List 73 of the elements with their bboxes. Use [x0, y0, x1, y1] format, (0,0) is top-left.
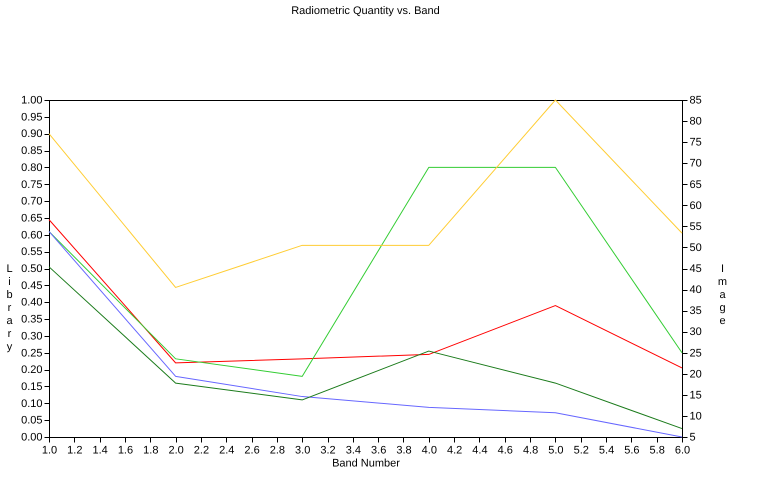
- y-tick-label: 0.65: [21, 212, 42, 224]
- y2-tick-label: 35: [690, 305, 702, 318]
- y2-tick-label: 70: [690, 158, 702, 170]
- y-tick-label: 0.40: [21, 296, 42, 309]
- x-tick-label: 2.2: [194, 444, 210, 456]
- x-tick-label: 5.2: [574, 444, 589, 456]
- y-tick-label: 0.45: [21, 280, 42, 292]
- y-tick-label: 0.60: [21, 229, 42, 242]
- y-tick-label: 0.90: [21, 128, 42, 140]
- y-tick-label: 0.75: [21, 178, 42, 191]
- x-tick-label: 5.8: [650, 444, 665, 456]
- y2-tick-label: 55: [690, 220, 702, 233]
- y-tick-label: 0.05: [21, 414, 42, 427]
- y-tick-label: 1.00: [21, 94, 42, 106]
- y2-tick-label: 10: [690, 410, 702, 422]
- line-series: [48, 100, 682, 288]
- y-tick-label: 0.35: [21, 314, 42, 326]
- x-tick-label: 4.0: [422, 444, 437, 456]
- x-axis-title: Band Number: [332, 458, 400, 470]
- y2-tick-label: 75: [690, 136, 702, 149]
- x-tick-label: 3.2: [320, 444, 336, 456]
- y-tick-label: 0.95: [21, 111, 42, 124]
- y2-tick-label: 45: [690, 263, 702, 275]
- y2-tick-label: 20: [690, 368, 702, 380]
- x-tick-label: 3.4: [346, 444, 361, 456]
- y-tick-label: 0.85: [21, 145, 42, 158]
- y2-tick-label: 5: [690, 432, 696, 444]
- line-series: [48, 219, 682, 368]
- x-tick-label: 5.4: [598, 444, 614, 456]
- y2-tick-label: 40: [690, 284, 702, 296]
- x-tick-label: 1.6: [118, 444, 134, 456]
- y-tick-label: 0.80: [21, 162, 42, 174]
- y2-tick-label: 25: [690, 347, 702, 360]
- y-tick-label: 0.00: [21, 432, 42, 444]
- y-tick-label: 0.20: [21, 364, 42, 376]
- x-tick-label: 4.6: [498, 444, 513, 456]
- y-tick-label: 0.15: [21, 380, 42, 393]
- line-series: [48, 166, 682, 377]
- x-tick-label: 2.6: [244, 444, 260, 456]
- x-tick-label: 3.6: [371, 444, 386, 456]
- x-tick-label: 1.2: [67, 444, 82, 456]
- y2-tick-label: 65: [690, 178, 702, 191]
- x-tick-label: 4.8: [522, 444, 538, 456]
- x-tick-label: 6.0: [674, 444, 690, 456]
- y2-tick-label: 80: [690, 116, 702, 128]
- line-series: [48, 230, 682, 438]
- chart-title: Radiometric Quantity vs. Band: [291, 5, 440, 17]
- line-series: [48, 266, 682, 430]
- y2-tick-label: 50: [690, 242, 702, 254]
- y-tick-label: 0.25: [21, 347, 42, 360]
- y2-tick-label: 60: [690, 200, 702, 212]
- y-tick-label: 0.55: [21, 246, 42, 258]
- y-tick-label: 0.30: [21, 330, 42, 342]
- x-tick-label: 5.6: [624, 444, 640, 456]
- x-tick-label: 5.0: [548, 444, 564, 456]
- y-tick-label: 0.70: [21, 196, 42, 208]
- y-tick-label: 0.50: [21, 263, 42, 275]
- y-tick-label: 0.10: [21, 398, 42, 410]
- x-tick-label: 2.4: [219, 444, 234, 456]
- y2-tick-label: 85: [690, 94, 702, 106]
- y2-tick-label: 15: [690, 389, 702, 402]
- y-axis-title: Library: [6, 263, 14, 353]
- x-tick-label: 2.8: [270, 444, 286, 456]
- x-tick-label: 2.0: [168, 444, 184, 456]
- x-tick-label: 1.8: [143, 444, 158, 456]
- y2-axis-title: Image: [718, 263, 728, 327]
- x-tick-label: 1.0: [42, 444, 58, 456]
- x-tick-label: 4.4: [472, 444, 488, 456]
- y2-tick-label: 30: [690, 326, 702, 338]
- x-tick-label: 1.4: [92, 444, 108, 456]
- x-tick-label: 3.8: [396, 444, 412, 456]
- x-tick-label: 3.0: [295, 444, 310, 456]
- x-tick-label: 4.2: [446, 444, 462, 456]
